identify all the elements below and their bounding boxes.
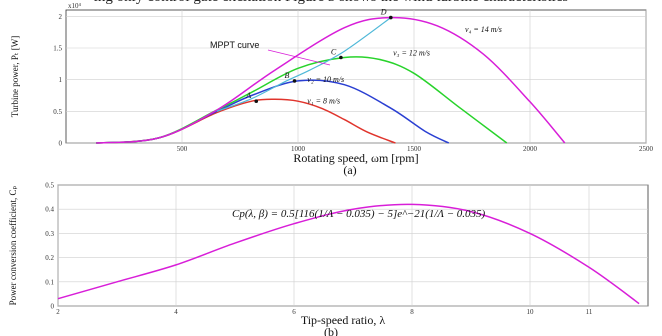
mppt-annotation: MPPT curve [210, 40, 259, 50]
caption-b: (b) [324, 325, 338, 336]
y-multiplier-a: x10⁴ [68, 2, 82, 10]
x-tick-label: 11 [586, 308, 593, 316]
ticks-a: 500 1000 1500 2000 2500 0 0.5 1 1.5 2 [53, 13, 653, 153]
grid-a [66, 10, 647, 144]
series-label: v₂ = 10 m/s [307, 75, 344, 84]
plot-area-b [57, 184, 649, 307]
series-label: v₃ = 12 m/s [393, 49, 430, 58]
series-line [216, 17, 392, 112]
x-axis-label-b: Tip-speed ratio, λ [301, 313, 386, 327]
x-axis-label-a: Rotating speed, ωm [rpm] [293, 151, 418, 165]
y-tick-label: 0.2 [45, 254, 54, 262]
page-text-fragment: ing only control gate excitation Figure … [0, 0, 662, 9]
y-tick-label: 0.4 [45, 206, 54, 214]
mppt-arrow [267, 49, 331, 66]
series-labels-a: v₁ = 8 m/s v₂ = 10 m/s v₃ = 12 m/s v₄ = 14 … [307, 25, 502, 106]
caption-a: (a) [343, 163, 356, 177]
series-line [57, 203, 640, 305]
x-tick-label: 10 [527, 308, 535, 316]
x-tick-label: 1000 [291, 145, 306, 153]
series-line [96, 16, 566, 144]
y-tick-label: 0 [59, 140, 63, 148]
x-tick-label: 2500 [639, 145, 654, 153]
plot-area-a [65, 9, 647, 144]
series-label: v₄ = 14 m/s [465, 25, 502, 34]
ticks-b: 2 4 6 8 10 11 0 0.1 0.2 0.3 0.4 0.5 [45, 182, 593, 317]
operating-point-label: D [380, 8, 387, 17]
x-tick-label: 2000 [523, 145, 538, 153]
y-axis-label-b: Power conversion coefficient, Cₚ [8, 186, 18, 306]
y-tick-label: 1.5 [53, 45, 62, 53]
cp-formula: Cp(λ, β) = 0.5[116(1/Λ − 0.035) − 5]e^−2… [232, 208, 486, 220]
y-tick-label: 2 [59, 13, 63, 21]
operating-point-label: A [245, 91, 251, 100]
y-tick-label: 0.3 [45, 230, 54, 238]
x-tick-label: 4 [174, 308, 178, 316]
y-tick-label: 0.1 [45, 278, 54, 286]
x-tick-label: 500 [177, 145, 188, 153]
series-label: v₁ = 8 m/s [307, 97, 340, 106]
chart-panel-a: 500 1000 1500 2000 2500 0 0.5 1 1.5 2 A B C D x10⁴ T… [10, 2, 654, 177]
series-group-b [57, 203, 640, 305]
operating-point-label: B [285, 71, 290, 80]
x-tick-label: 6 [292, 308, 296, 316]
x-tick-label: 1500 [407, 145, 422, 153]
y-tick-label: 1 [59, 76, 63, 84]
chart-panel-b: 2 4 6 8 10 11 0 0.1 0.2 0.3 0.4 0.5 Power conversio… [8, 182, 649, 336]
operating-point-label: C [331, 48, 337, 57]
operating-point [389, 15, 393, 20]
y-axis-label-a: Turbine power, Pₜ [W] [10, 36, 20, 117]
operating-point [254, 99, 259, 103]
y-tick-label: 0 [51, 303, 55, 311]
operating-point [292, 79, 297, 83]
operating-point [339, 55, 343, 60]
x-tick-label: 2 [56, 308, 60, 316]
points-group-a: A B C D [245, 8, 393, 103]
y-tick-label: 0.5 [45, 182, 54, 190]
y-tick-label: 0.5 [53, 108, 62, 116]
x-tick-label: 8 [410, 308, 414, 316]
